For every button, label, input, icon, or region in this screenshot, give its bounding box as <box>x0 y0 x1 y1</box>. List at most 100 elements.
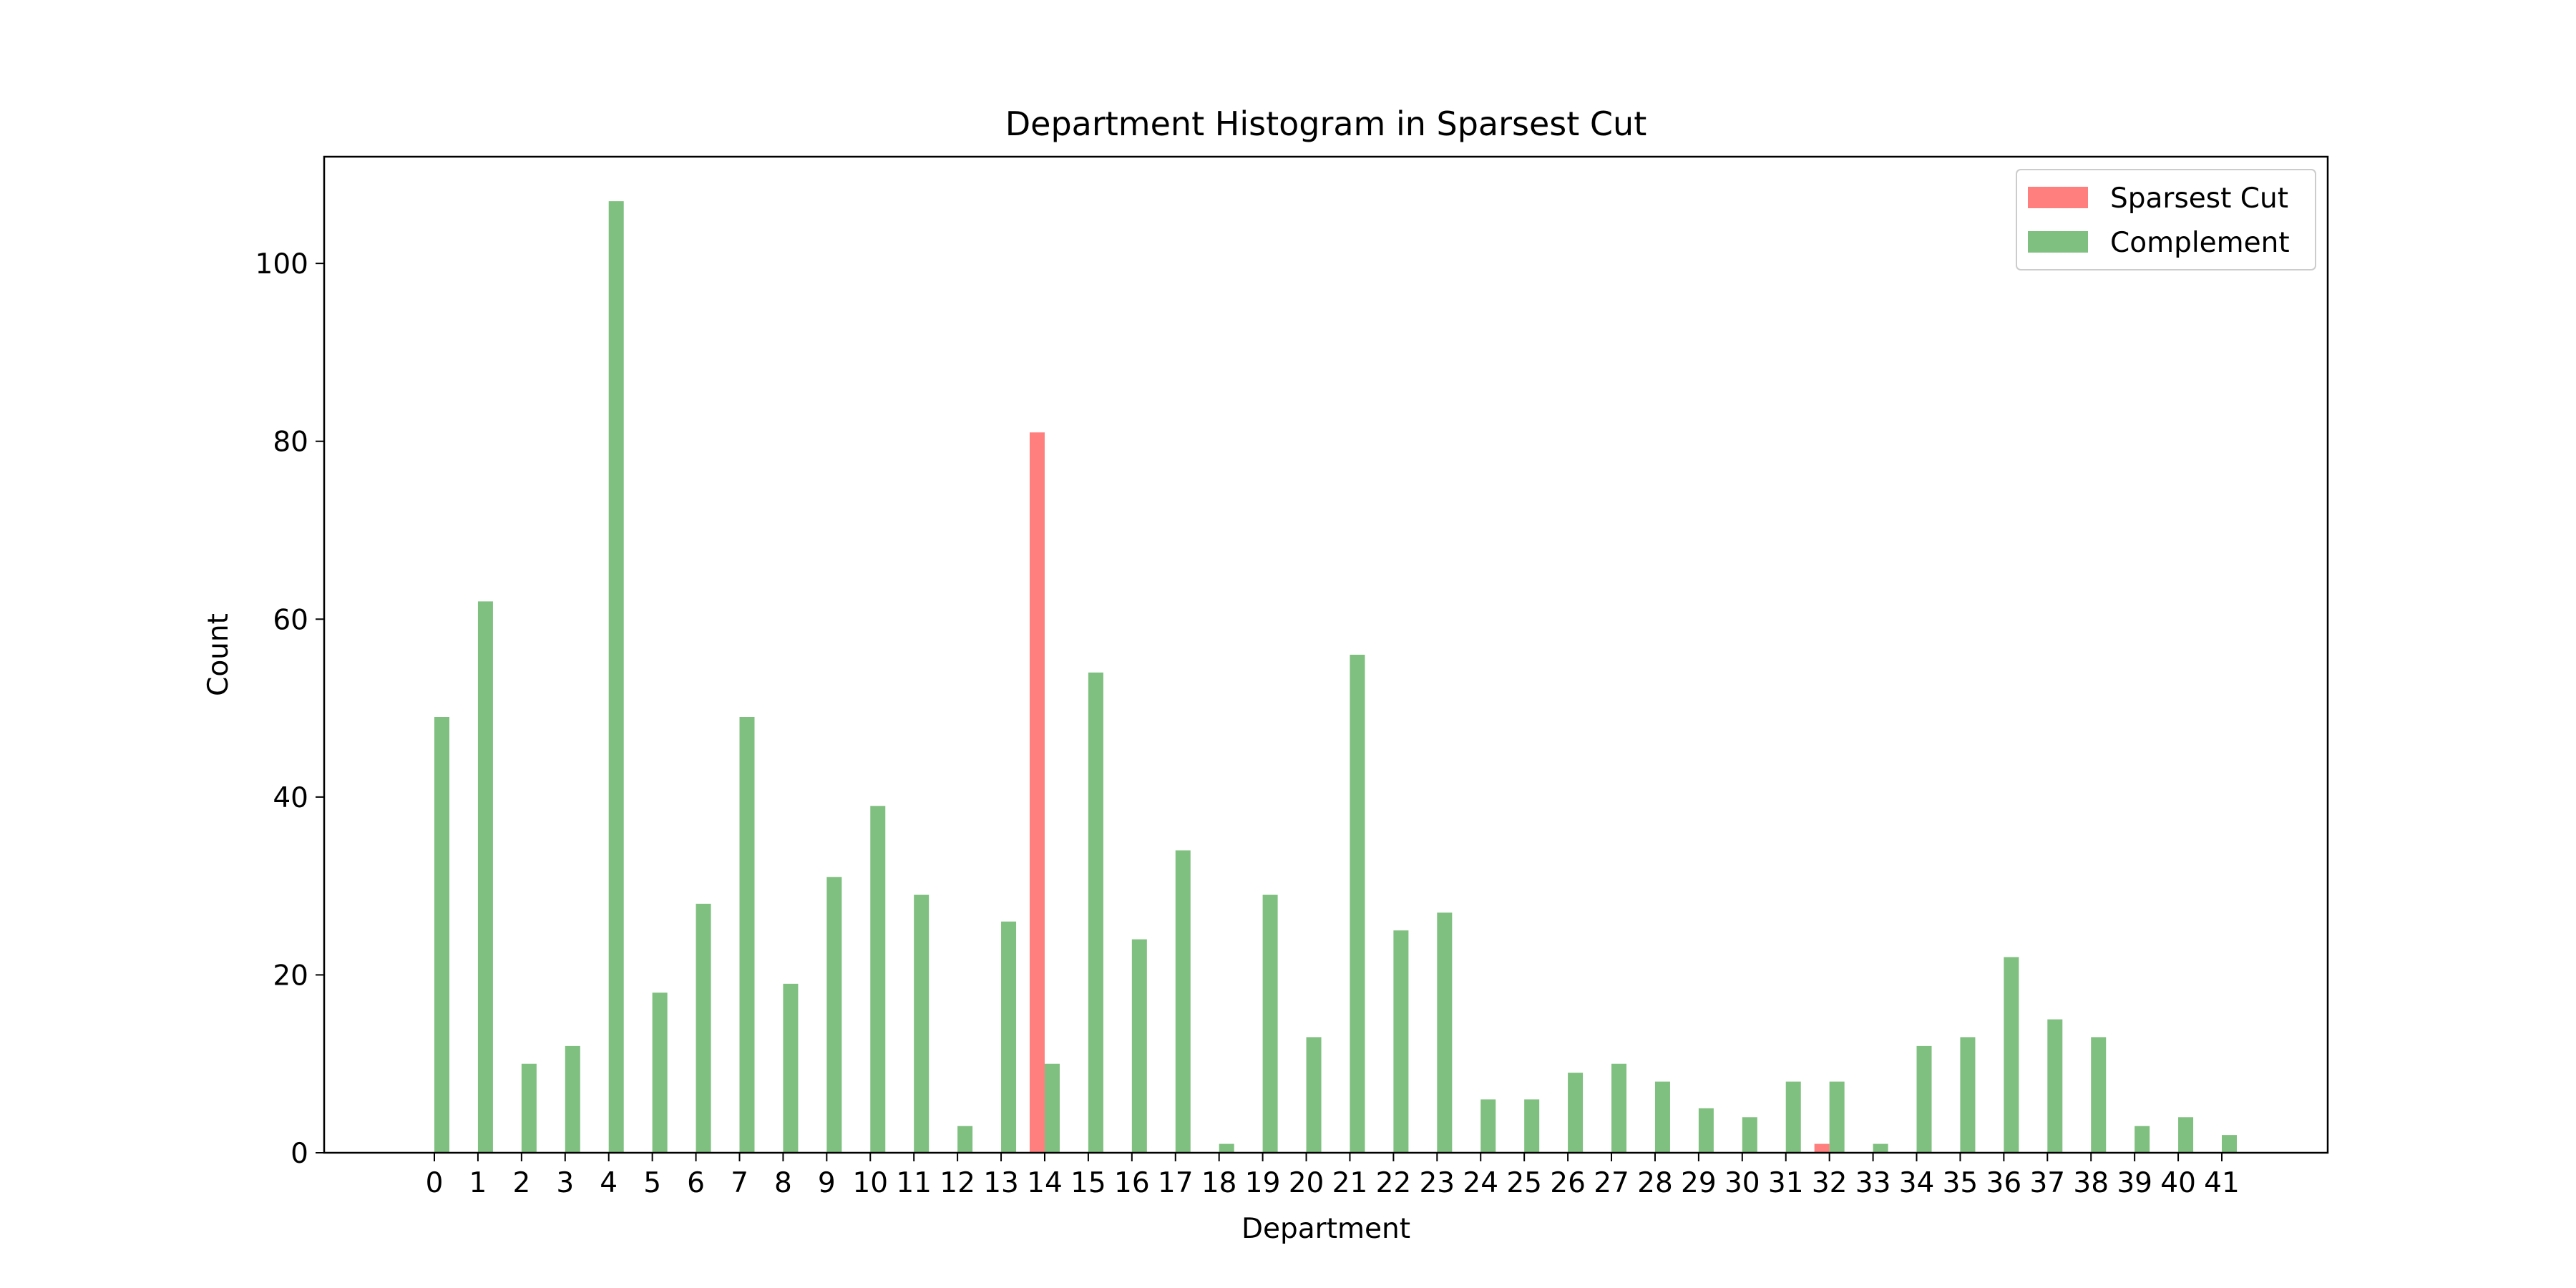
y-tick-label-0: 0 <box>291 1138 308 1170</box>
x-axis: 0 1 2 3 4 5 6 7 8 9 10 11 12 13 14 15 16 17 18 19 20 21 22 23 24… <box>426 1153 2240 1199</box>
plot-frame <box>323 155 2329 1154</box>
bar-complement-31 <box>1785 1081 1801 1153</box>
bar-complement-6 <box>696 904 711 1153</box>
x-tick-label-10: 10 <box>852 1167 888 1199</box>
bar-complement-20 <box>1306 1037 1322 1153</box>
bar-complement-8 <box>783 983 799 1153</box>
bar-complement-25 <box>1524 1099 1540 1153</box>
x-tick-label-39: 39 <box>2117 1167 2152 1199</box>
bar-complement-37 <box>2047 1019 2063 1153</box>
x-tick-label-32: 32 <box>1812 1167 1848 1199</box>
legend-label-complement: Complement <box>2110 227 2290 259</box>
bar-complement-28 <box>1654 1081 1670 1153</box>
bar-complement-9 <box>826 877 842 1153</box>
bar-complement-3 <box>565 1045 580 1153</box>
x-tick-label-5: 5 <box>643 1167 661 1199</box>
bar-complement-16 <box>1131 939 1147 1153</box>
bar-complement-7 <box>739 717 755 1153</box>
bar-complement-32 <box>1829 1081 1845 1153</box>
x-tick-label-2: 2 <box>512 1167 530 1199</box>
x-tick-label-19: 19 <box>1245 1167 1281 1199</box>
x-tick-label-1: 1 <box>469 1167 487 1199</box>
x-tick-label-17: 17 <box>1158 1167 1194 1199</box>
bar-complement-19 <box>1262 894 1278 1153</box>
x-tick-label-40: 40 <box>2160 1167 2196 1199</box>
bar-complement-27 <box>1611 1063 1627 1153</box>
bar-complement-10 <box>870 806 886 1153</box>
x-tick-label-14: 14 <box>1027 1167 1063 1199</box>
x-tick-label-31: 31 <box>1768 1167 1804 1199</box>
x-tick-label-9: 9 <box>818 1167 836 1199</box>
bar-complement-5 <box>652 992 668 1153</box>
x-tick-label-3: 3 <box>556 1167 574 1199</box>
bar-complement-0 <box>434 717 449 1153</box>
bar-complement-1 <box>477 601 493 1153</box>
bar-complement-14 <box>1044 1063 1060 1153</box>
bar-complement-36 <box>2004 957 2019 1153</box>
bar-complement-17 <box>1175 850 1191 1153</box>
y-axis-label: Count <box>203 613 235 696</box>
bar-complement-39 <box>2135 1126 2150 1153</box>
bar-complement-29 <box>1698 1108 1714 1153</box>
x-tick-label-13: 13 <box>983 1167 1019 1199</box>
bar-complement-18 <box>1219 1143 1234 1153</box>
legend-label-sparsest-cut: Sparsest Cut <box>2110 182 2288 215</box>
x-tick-label-27: 27 <box>1594 1167 1629 1199</box>
bar-complement-34 <box>1916 1045 1932 1153</box>
x-tick-label-15: 15 <box>1070 1167 1106 1199</box>
x-tick-label-16: 16 <box>1114 1167 1150 1199</box>
x-tick-label-21: 21 <box>1332 1167 1368 1199</box>
x-tick-label-41: 41 <box>2204 1167 2240 1199</box>
x-tick-label-37: 37 <box>2029 1167 2065 1199</box>
bar-sparsest-cut-14 <box>1029 432 1045 1153</box>
x-tick-label-22: 22 <box>1376 1167 1412 1199</box>
chart-title: Department Histogram in Sparsest Cut <box>1005 104 1646 143</box>
bar-complement-30 <box>1742 1117 1757 1153</box>
x-tick-label-12: 12 <box>940 1167 975 1199</box>
x-tick-label-30: 30 <box>1724 1167 1760 1199</box>
legend-swatch-complement <box>2028 231 2088 253</box>
x-tick-label-0: 0 <box>426 1167 444 1199</box>
bar-complement-21 <box>1350 655 1365 1153</box>
x-tick-label-36: 36 <box>1986 1167 2022 1199</box>
y-tick-label-60: 60 <box>273 604 308 636</box>
bar-complement-33 <box>1873 1143 1888 1153</box>
x-tick-label-35: 35 <box>1943 1167 1979 1199</box>
bar-complement-2 <box>521 1063 537 1153</box>
x-tick-label-18: 18 <box>1201 1167 1237 1199</box>
legend-box <box>2016 169 2316 270</box>
y-axis: 0 20 40 60 80 100 <box>255 248 324 1170</box>
bar-complement-26 <box>1568 1073 1584 1153</box>
bar-complement-41 <box>2222 1135 2237 1153</box>
x-tick-label-23: 23 <box>1419 1167 1455 1199</box>
x-tick-label-11: 11 <box>896 1167 932 1199</box>
x-tick-label-34: 34 <box>1899 1167 1935 1199</box>
bar-complement-38 <box>2091 1037 2107 1153</box>
legend: Sparsest Cut Complement <box>2016 169 2316 270</box>
bar-complement-4 <box>608 201 624 1153</box>
x-tick-label-33: 33 <box>1855 1167 1891 1199</box>
bar-complement-24 <box>1480 1099 1496 1153</box>
x-tick-label-20: 20 <box>1289 1167 1324 1199</box>
bar-complement-12 <box>957 1126 973 1153</box>
bar-complement-22 <box>1393 930 1409 1153</box>
x-tick-label-29: 29 <box>1681 1167 1717 1199</box>
x-tick-label-6: 6 <box>687 1167 705 1199</box>
bar-complement-15 <box>1088 672 1103 1153</box>
x-tick-label-8: 8 <box>774 1167 792 1199</box>
x-tick-label-28: 28 <box>1637 1167 1673 1199</box>
bar-complement-23 <box>1437 912 1453 1153</box>
bar-complement-13 <box>1001 921 1017 1153</box>
bars-group <box>434 201 2237 1153</box>
y-tick-label-40: 40 <box>273 782 308 814</box>
x-tick-label-4: 4 <box>600 1167 618 1199</box>
x-tick-label-25: 25 <box>1506 1167 1542 1199</box>
x-tick-label-26: 26 <box>1550 1167 1586 1199</box>
x-tick-label-24: 24 <box>1463 1167 1498 1199</box>
legend-swatch-sparsest-cut <box>2028 187 2088 208</box>
y-tick-label-80: 80 <box>273 426 308 459</box>
y-tick-label-20: 20 <box>273 960 308 992</box>
y-tick-label-100: 100 <box>255 248 308 280</box>
x-axis-label: Department <box>1241 1213 1410 1245</box>
